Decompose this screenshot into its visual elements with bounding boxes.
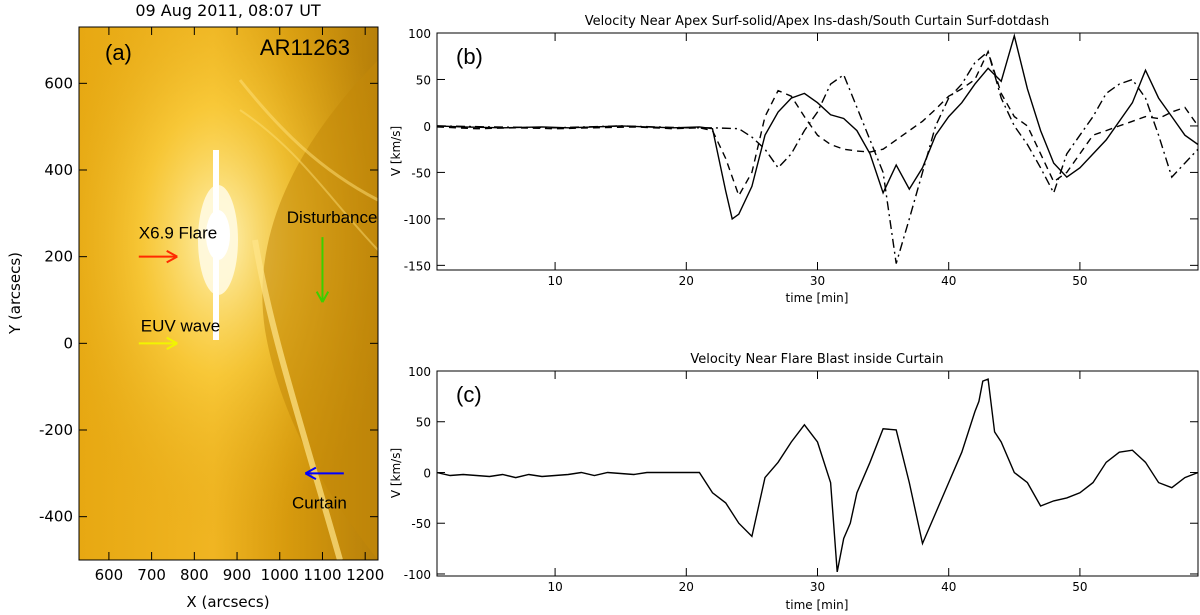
x-tick-label: 800	[180, 566, 209, 584]
annotation-arrow-head	[166, 250, 178, 258]
panel-b-title: Velocity Near Apex Surf-solid/Apex Ins-d…	[585, 14, 1049, 29]
y-tick-label: -400	[39, 508, 73, 526]
y-tick-label: 0	[423, 466, 431, 480]
annotation-label: Disturbance	[287, 208, 378, 227]
y-tick-label: -150	[404, 259, 431, 273]
x-tick-label: 30	[810, 580, 825, 594]
x-tick-label: 50	[1072, 274, 1087, 288]
x-tick-label: 700	[137, 566, 166, 584]
annotation-arrow-head	[166, 342, 178, 350]
panel-c: Velocity Near Flare Blast inside Curtain…	[389, 352, 1199, 612]
y-tick-label: -100	[404, 568, 431, 582]
solar-image	[79, 27, 378, 560]
panel-c-xlabel: time [min]	[786, 598, 849, 612]
y-tick-label: -200	[39, 421, 73, 439]
y-tick-label: 400	[44, 161, 73, 179]
series-dotdash-line	[437, 50, 1198, 264]
panel-b-ylabel: V [km/s]	[389, 126, 403, 176]
annotation-arrow-head	[321, 291, 330, 303]
annotation-arrow-head	[166, 336, 178, 345]
annotation-label: Curtain	[292, 493, 347, 512]
x-tick-label: 20	[679, 274, 694, 288]
y-tick-label: -50	[411, 166, 431, 180]
y-tick-label: -100	[404, 213, 431, 227]
annotation-label: EUV wave	[141, 316, 220, 335]
annotation-arrow-head	[166, 255, 178, 264]
x-tick-label: 10	[547, 580, 562, 594]
y-tick-label: 600	[44, 74, 73, 92]
x-tick-label: 900	[223, 566, 252, 584]
y-tick-label: 200	[44, 248, 73, 266]
x-tick-label: 40	[941, 274, 956, 288]
panel-a-title: 09 Aug 2011, 08:07 UT	[135, 1, 321, 20]
panel-b-xlabel: time [min]	[786, 291, 849, 305]
y-tick-label: 100	[408, 27, 431, 41]
annotation-label: X6.9 Flare	[139, 224, 217, 243]
x-tick-label: 40	[941, 580, 956, 594]
panel-c-title: Velocity Near Flare Blast inside Curtain	[690, 352, 943, 367]
y-tick-label: 100	[408, 365, 431, 379]
y-tick-label: 0	[63, 334, 73, 352]
y-tick-label: -50	[411, 517, 431, 531]
region-label: AR11263	[260, 35, 350, 60]
panel-a-label: (a)	[105, 40, 132, 65]
series-solid-line	[437, 33, 1198, 221]
x-tick-label: 1100	[303, 566, 341, 584]
panel-a-xlabel: X (arcsecs)	[186, 593, 269, 611]
y-tick-label: 50	[416, 73, 431, 87]
panel-b-label: (b)	[456, 44, 483, 69]
annotation-arrow-head	[304, 472, 317, 480]
annotation-arrow-head	[315, 291, 324, 303]
y-tick-label: 0	[423, 120, 431, 134]
x-tick-label: 600	[95, 566, 124, 584]
y-tick-label: 50	[416, 416, 431, 430]
panel-a-ylabel: Y (arcsecs)	[6, 252, 24, 335]
x-tick-label: 30	[810, 274, 825, 288]
series-solid-line	[437, 378, 1198, 573]
series-dash-line	[437, 49, 1198, 198]
x-tick-label: 1200	[346, 566, 384, 584]
panel-a: 09 Aug 2011, 08:07 UT 600 700 800 900 1000 11…	[6, 1, 384, 611]
x-tick-label: 10	[547, 274, 562, 288]
x-tick-label: 20	[679, 580, 694, 594]
x-tick-label: 1000	[261, 566, 299, 584]
x-tick-label: 50	[1072, 580, 1087, 594]
panel-b: Velocity Near Apex Surf-solid/Apex Ins-d…	[389, 14, 1199, 305]
annotation-arrow-head	[304, 466, 317, 475]
panel-c-ylabel: V [km/s]	[389, 448, 403, 498]
panel-c-label: (c)	[456, 382, 482, 407]
